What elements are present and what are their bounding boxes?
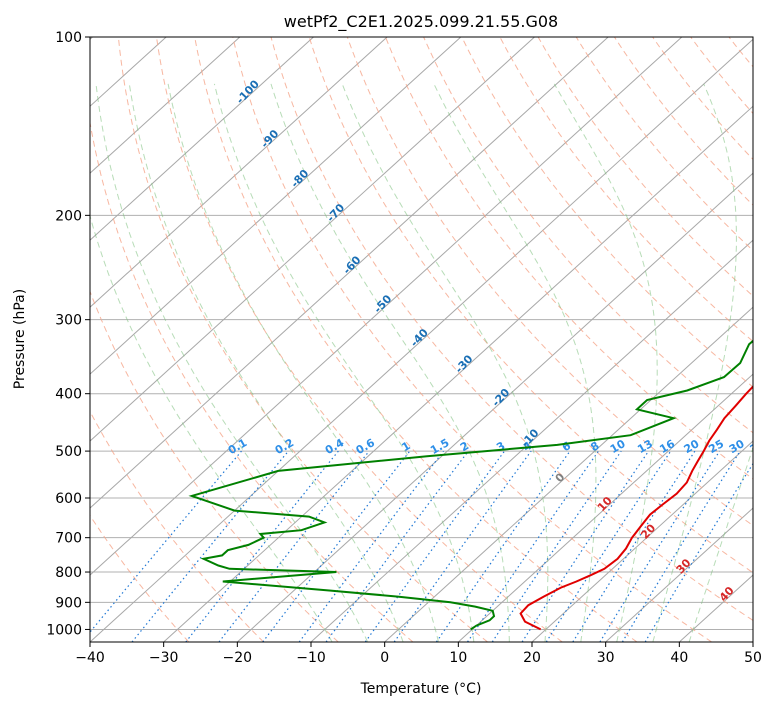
x-tick-label: −20 [223, 650, 253, 666]
moist-adiabat-line [652, 83, 737, 642]
dry-adiabat-line [232, 37, 712, 642]
y-tick-label: 300 [55, 313, 82, 329]
mixing-ratio-line [621, 450, 741, 642]
isotherm-line [384, 306, 753, 642]
mixing-ratio-line [572, 450, 696, 642]
moist-adiabat-line [213, 83, 475, 642]
x-tick-label: −40 [75, 650, 105, 666]
isotherm-line [310, 239, 753, 642]
dry-adiabat-line [194, 37, 638, 642]
mixing-ratio-line [599, 450, 721, 642]
isotherm-line [605, 507, 753, 642]
mixing-ratio-line [185, 450, 339, 642]
dry-adiabat-line [270, 37, 753, 622]
mixing-ratio-label: 36 [748, 437, 768, 456]
y-tick-label: 700 [55, 531, 82, 547]
mixing-ratio-line [393, 450, 532, 642]
y-tick-label: 500 [55, 444, 82, 460]
moist-adiabat-line [90, 214, 333, 642]
isotherm-line [90, 37, 314, 241]
y-axis-label: Pressure (hPa) [12, 289, 28, 389]
isotherm-line [90, 37, 683, 576]
dry-adiabat-line [90, 514, 190, 642]
x-tick-label: −10 [296, 650, 326, 666]
dry-adiabat-line [156, 37, 563, 642]
temperature-profile-line [519, 385, 753, 631]
y-tick-label: 600 [55, 491, 82, 507]
mixing-ratio-line [521, 450, 650, 642]
moist-adiabat-line [688, 446, 753, 642]
chart-title: wetPf2_C2E1.2025.099.21.55.G08 [284, 12, 558, 32]
dry-adiabat-lines [90, 37, 753, 642]
y-tick-label: 900 [55, 595, 82, 611]
dry-adiabat-line [90, 410, 264, 642]
moist-adiabat-line [167, 83, 439, 642]
isotherm-line [457, 373, 753, 642]
x-tick-label: 30 [597, 650, 615, 666]
isotherm-line [531, 440, 753, 642]
x-axis-label: Temperature (°C) [360, 681, 482, 697]
x-tick-label: 50 [744, 650, 762, 666]
mixing-ratio-line [491, 450, 622, 642]
isotherm-line [90, 37, 462, 375]
dry-adiabat-line [90, 119, 414, 642]
x-axis: −40 −30 −20 −10 0 10 20 30 40 50 [75, 642, 762, 666]
y-tick-label: 800 [55, 565, 82, 581]
dry-adiabat-line [90, 290, 339, 642]
mixing-ratio-line [644, 462, 753, 642]
isotherm-line [90, 38, 753, 642]
isotherm-lines [90, 37, 753, 642]
isotherm-line [163, 105, 753, 642]
moist-adiabat-line [341, 83, 549, 642]
moist-adiabat-line [95, 83, 369, 642]
mixing-ratio-line [218, 450, 370, 642]
y-tick-label: 1000 [46, 622, 82, 638]
moist-adiabat-line [270, 83, 510, 642]
mixing-ratio-line [435, 450, 571, 642]
y-axis: 100 200 300 400 500 600 700 800 900 1000 [46, 30, 90, 638]
x-tick-label: 20 [523, 650, 541, 666]
moist-adiabat-line [433, 83, 597, 642]
dewpoint-profile-line [188, 339, 753, 631]
isotherm-line [90, 37, 609, 509]
isotherm-line [236, 172, 753, 642]
moist-adiabat-lines [90, 83, 753, 642]
x-tick-label: −30 [149, 650, 179, 666]
dry-adiabat-line [308, 37, 753, 574]
mixing-ratio-line [545, 450, 672, 642]
dry-adiabat-line [346, 37, 753, 527]
mixing-ratio-line [467, 450, 599, 642]
x-tick-label: 40 [670, 650, 688, 666]
mixing-ratio-line [298, 450, 444, 642]
mixing-ratio-lines [90, 450, 753, 642]
x-tick-label: 0 [380, 650, 389, 666]
y-tick-label: 100 [55, 30, 82, 46]
isotherm-line [90, 37, 388, 308]
isotherm-line [90, 37, 241, 174]
plot-frame [89, 36, 754, 643]
y-tick-label: 400 [55, 387, 82, 403]
moist-adiabat-line [553, 83, 658, 642]
y-tick-label: 200 [55, 208, 82, 224]
isotherm-line [90, 37, 535, 442]
x-tick-label: 10 [449, 650, 467, 666]
moist-adiabat-line [128, 83, 404, 642]
